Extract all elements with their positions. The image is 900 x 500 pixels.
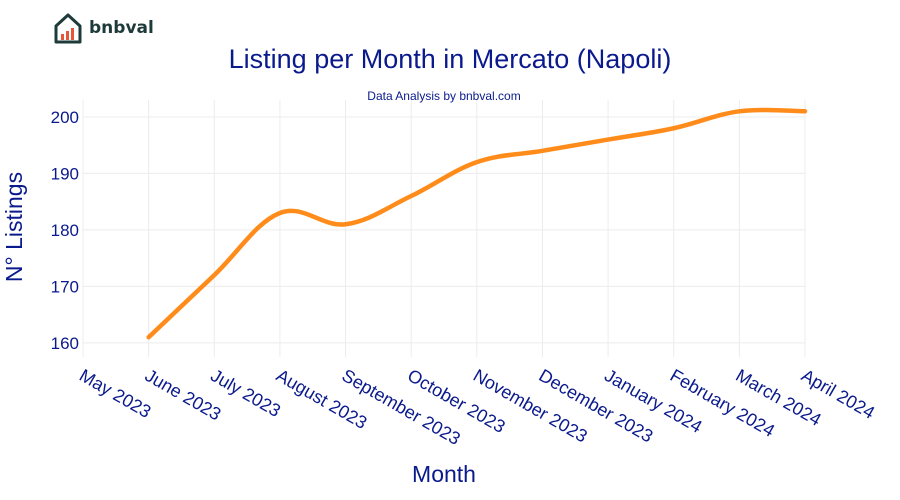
y-tick-label: 190 <box>51 164 79 183</box>
x-axis-title: Month <box>412 461 476 487</box>
x-tick-label: May 2023 <box>76 365 154 422</box>
y-tick-label: 170 <box>51 277 79 296</box>
y-tick-label: 160 <box>51 334 79 353</box>
gridlines <box>82 100 806 357</box>
y-tick-label: 180 <box>51 221 79 240</box>
brand-name: bnbval <box>89 18 154 38</box>
house-chart-icon <box>54 13 82 44</box>
x-tick-label: November 2023 <box>470 365 591 446</box>
series-lines <box>146 107 808 340</box>
chart-subtitle: Data Analysis by bnbval.com <box>367 89 521 103</box>
y-tick-labels: 160 170 180 190 200 <box>51 108 79 353</box>
chart-title: Listing per Month in Mercato (Napoli) <box>228 44 672 74</box>
x-tick-label: December 2023 <box>535 365 656 446</box>
brand-logo: bnbval <box>53 12 154 44</box>
series-line <box>146 107 808 340</box>
y-tick-label: 200 <box>51 108 79 127</box>
y-axis-title: N° Listings <box>1 172 27 282</box>
